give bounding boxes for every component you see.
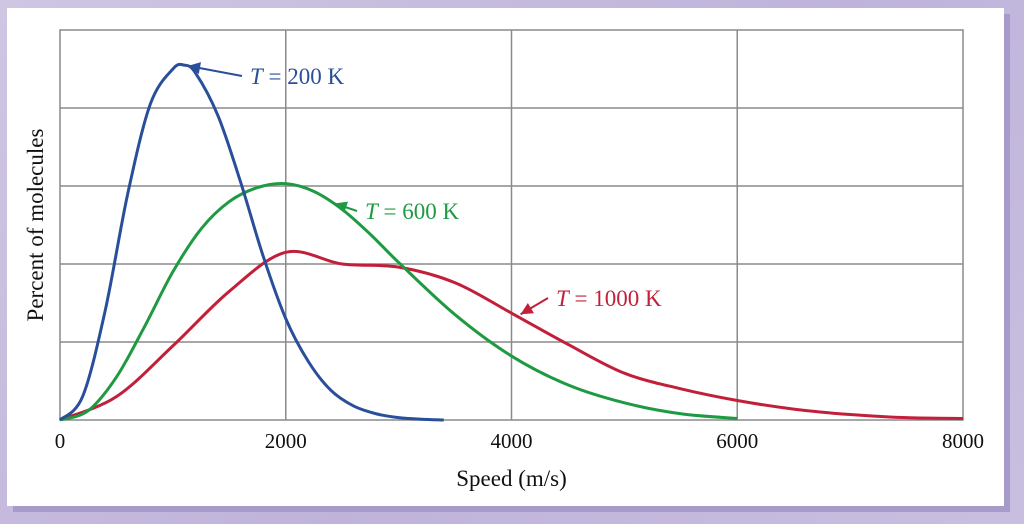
series-line-2 (59, 182, 738, 422)
annotation-text: = 600 K (378, 199, 460, 224)
curve-annotations: T = 200 KT = 600 KT = 1000 K (187, 62, 662, 316)
annotation-arrow-head (334, 201, 348, 214)
x-tick-label: 6000 (716, 429, 758, 453)
annotation-label: T = 600 K (365, 199, 460, 224)
x-axis-title: Speed (m/s) (456, 466, 567, 491)
x-tick-labels: 0 2000 4000 6000 8000 (55, 429, 984, 453)
curves (58, 62, 964, 422)
annotation-variable: T (365, 199, 380, 224)
annotation-text: = 200 K (263, 64, 345, 89)
x-tick-label: 8000 (942, 429, 984, 453)
series-line-1 (58, 62, 444, 422)
annotation-arrow-head (188, 62, 201, 74)
annotation-variable: T (250, 64, 265, 89)
annotation-text: = 1000 K (569, 286, 662, 311)
x-tick-label: 0 (55, 429, 66, 453)
annotation-2: T = 600 K (334, 199, 460, 224)
annotation-arrow-head (520, 302, 534, 315)
y-axis-title: Percent of molecules (23, 129, 48, 322)
x-tick-label: 4000 (491, 429, 533, 453)
series-line-3 (59, 249, 964, 422)
grid-lines (60, 30, 963, 420)
annotation-1: T = 200 K (187, 62, 345, 89)
annotation-label: T = 1000 K (556, 286, 662, 311)
x-tick-label: 2000 (265, 429, 307, 453)
annotation-label: T = 200 K (250, 64, 345, 89)
annotation-variable: T (556, 286, 571, 311)
annotation-3: T = 1000 K (520, 286, 662, 316)
